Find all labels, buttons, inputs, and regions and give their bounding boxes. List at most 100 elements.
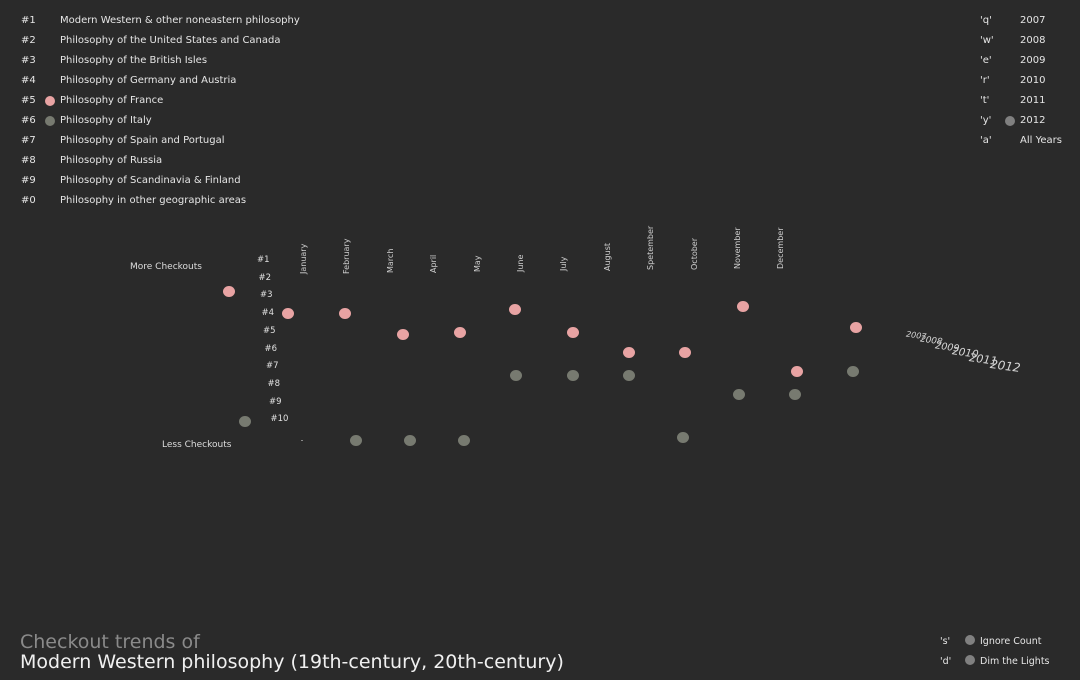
month-tick-label: November (733, 227, 742, 269)
year-label: 2010 (1020, 75, 1046, 86)
category-label: Philosophy of France (60, 95, 164, 106)
category-label: Philosophy of Scandinavia & Finland (60, 175, 241, 186)
rank-tick-label: #1 (257, 255, 270, 265)
category-item[interactable]: #1 Modern Western & other noneastern phil… (0, 15, 320, 31)
year-key: 'q' (980, 15, 992, 26)
category-label: Philosophy of the British Isles (60, 55, 208, 66)
option-key: 'd' (940, 656, 952, 667)
option-toggle[interactable]: 'd' Dim the Lights (935, 655, 1075, 671)
rank-tick-label: #10 (270, 414, 289, 425)
data-point[interactable] (222, 286, 235, 298)
data-point[interactable] (338, 307, 351, 319)
year-label: 2007 (1020, 15, 1046, 26)
month-tick-label: May (472, 255, 482, 272)
category-key: #5 (21, 95, 36, 106)
title-prefix: Checkout trends of (20, 631, 200, 653)
year-item[interactable]: 't' 2011 (975, 95, 1075, 111)
rank-tick-label: #3 (260, 290, 273, 301)
data-point[interactable] (678, 346, 691, 358)
data-point[interactable] (510, 370, 523, 382)
option-toggle[interactable]: 's' Ignore Count (935, 635, 1075, 651)
depth-year-label: 2012 (989, 356, 1022, 376)
data-point[interactable] (622, 369, 635, 381)
data-point[interactable] (791, 366, 804, 377)
page-title: Modern Western philosophy (19th-century,… (20, 651, 564, 673)
data-point[interactable] (282, 308, 295, 320)
year-item[interactable]: 'r' 2010 (975, 75, 1075, 91)
data-point[interactable] (509, 304, 522, 316)
data-point[interactable] (566, 327, 579, 339)
option-label: Dim the Lights (980, 656, 1050, 667)
category-label: Philosophy of Germany and Austria (60, 75, 237, 86)
year-item[interactable]: 'e' 2009 (975, 55, 1075, 71)
rank-tick-label: #8 (267, 378, 281, 389)
year-label: 2008 (1020, 35, 1046, 46)
data-point[interactable] (847, 366, 860, 377)
month-tick-label: February (342, 238, 352, 274)
category-key: #7 (21, 135, 36, 146)
year-key: 'y' (980, 115, 992, 126)
data-point[interactable] (453, 327, 466, 339)
toggle-dot-icon (965, 635, 975, 645)
category-item[interactable]: #7 Philosophy of Spain and Portugal (0, 135, 320, 151)
month-tick-label: August (602, 242, 612, 271)
category-key: #1 (21, 15, 36, 26)
year-item[interactable]: 'a' All Years (975, 135, 1075, 151)
data-point[interactable] (238, 416, 251, 428)
month-tick-label: Spetember (646, 225, 656, 270)
data-point[interactable] (677, 431, 689, 443)
year-key: 'w' (980, 35, 994, 46)
data-point[interactable] (404, 435, 417, 447)
rank-tick-label: #5 (263, 325, 276, 336)
category-item[interactable]: #6 Philosophy of Italy (0, 115, 320, 131)
data-point[interactable] (733, 389, 745, 401)
rank-tick-label: #4 (261, 308, 275, 319)
month-tick-label: October (689, 237, 699, 270)
month-tick-label: January (299, 243, 308, 274)
year-key: 'a' (980, 135, 992, 146)
option-label: Ignore Count (980, 636, 1042, 647)
rank-tick-label: #9 (269, 396, 282, 407)
category-item[interactable]: #9 Philosophy of Scandinavia & Finland (0, 175, 320, 191)
category-key: #4 (21, 75, 36, 86)
category-label: Modern Western & other noneastern philos… (60, 15, 300, 26)
category-label: Philosophy of the United States and Cana… (60, 35, 281, 46)
month-tick-label: July (559, 256, 569, 271)
selected-dot-icon (45, 96, 55, 106)
rank-tick-label: #2 (258, 272, 272, 283)
category-label: Philosophy of Russia (60, 155, 163, 166)
data-point[interactable] (397, 328, 410, 340)
toggle-dot-icon (965, 655, 975, 665)
data-point[interactable] (458, 435, 471, 447)
category-item[interactable]: #4 Philosophy of Germany and Austria (0, 75, 320, 91)
category-item[interactable]: #2 Philosophy of the United States and Ca… (0, 35, 320, 51)
option-key: 's' (940, 636, 951, 647)
month-tick-label: March (385, 248, 395, 273)
rank-tick-label: #6 (264, 343, 278, 354)
category-label: Philosophy of Spain and Portugal (60, 135, 225, 146)
category-item[interactable]: #8 Philosophy of Russia (0, 155, 320, 171)
less-checkouts-label: Less Checkouts (162, 440, 232, 450)
selected-dot-icon (1005, 116, 1015, 126)
data-point[interactable] (350, 435, 363, 447)
data-point[interactable] (566, 370, 579, 382)
data-point[interactable] (789, 389, 802, 401)
selected-dot-icon (45, 116, 55, 126)
year-item[interactable]: 'y' 2012 (975, 115, 1075, 131)
data-point[interactable] (850, 321, 863, 333)
category-label: Philosophy of Italy (60, 115, 152, 126)
data-point[interactable] (622, 347, 635, 359)
rank-tick-label: #7 (266, 361, 279, 372)
month-tick-label: April (429, 254, 439, 273)
year-label: 2012 (1020, 115, 1046, 126)
category-key: #6 (21, 115, 36, 126)
category-item[interactable]: #3 Philosophy of the British Isles (0, 55, 320, 71)
year-item[interactable]: 'q' 2007 (975, 15, 1075, 31)
category-label: Philosophy in other geographic areas (60, 195, 247, 206)
category-item[interactable]: #0 Philosophy in other geographic areas (0, 195, 320, 211)
more-checkouts-label: More Checkouts (130, 262, 202, 272)
year-item[interactable]: 'w' 2008 (975, 35, 1075, 51)
data-point[interactable] (737, 301, 750, 313)
category-item[interactable]: #5 Philosophy of France (0, 95, 320, 111)
category-key: #9 (21, 175, 36, 186)
